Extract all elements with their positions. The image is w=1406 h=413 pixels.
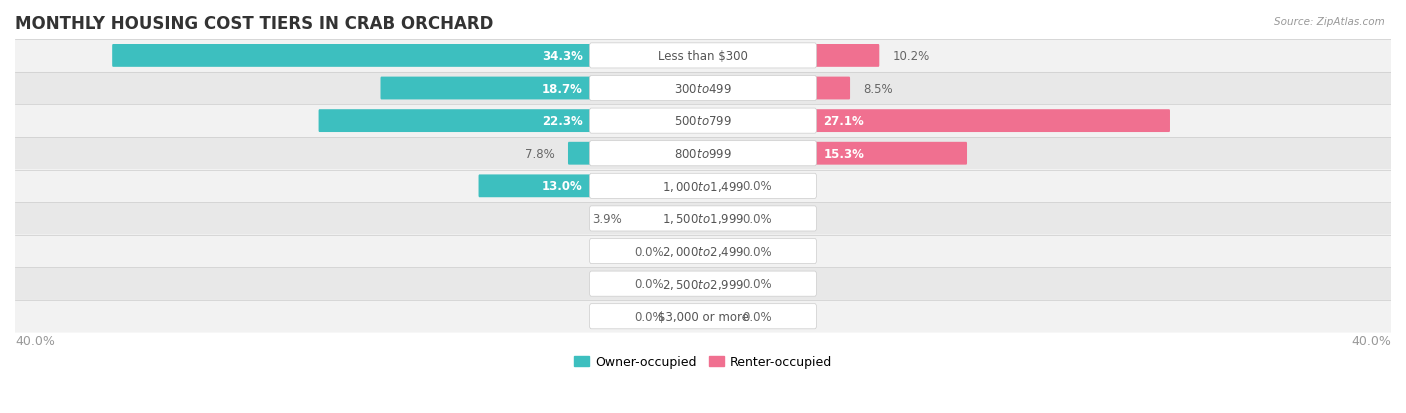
Text: 7.8%: 7.8% [526,147,555,160]
FancyBboxPatch shape [15,268,1391,300]
FancyBboxPatch shape [568,142,704,165]
FancyBboxPatch shape [676,240,704,263]
Text: 18.7%: 18.7% [541,82,582,95]
FancyBboxPatch shape [15,73,1391,105]
FancyBboxPatch shape [15,105,1391,138]
FancyBboxPatch shape [15,40,1391,73]
FancyBboxPatch shape [702,110,1170,133]
FancyBboxPatch shape [702,240,730,263]
Text: 40.0%: 40.0% [15,335,55,347]
Text: 0.0%: 0.0% [634,245,664,258]
FancyBboxPatch shape [15,170,1391,203]
FancyBboxPatch shape [478,175,704,198]
FancyBboxPatch shape [589,76,817,101]
Text: 40.0%: 40.0% [1351,335,1391,347]
Text: 27.1%: 27.1% [824,115,865,128]
Text: 8.5%: 8.5% [863,82,893,95]
FancyBboxPatch shape [589,239,817,264]
Text: 0.0%: 0.0% [742,180,772,193]
FancyBboxPatch shape [112,45,704,68]
Text: $300 to $499: $300 to $499 [673,82,733,95]
Text: 34.3%: 34.3% [541,50,582,63]
Text: 0.0%: 0.0% [742,310,772,323]
FancyBboxPatch shape [702,305,730,328]
FancyBboxPatch shape [702,142,967,165]
FancyBboxPatch shape [702,207,730,230]
FancyBboxPatch shape [589,174,817,199]
Text: 0.0%: 0.0% [634,310,664,323]
FancyBboxPatch shape [319,110,704,133]
FancyBboxPatch shape [589,109,817,134]
Text: 15.3%: 15.3% [824,147,865,160]
Text: $1,000 to $1,499: $1,000 to $1,499 [662,179,744,193]
FancyBboxPatch shape [636,207,704,230]
FancyBboxPatch shape [15,300,1391,333]
FancyBboxPatch shape [589,206,817,231]
Text: 0.0%: 0.0% [742,245,772,258]
Text: 22.3%: 22.3% [541,115,582,128]
FancyBboxPatch shape [589,271,817,297]
FancyBboxPatch shape [702,273,730,295]
FancyBboxPatch shape [676,273,704,295]
FancyBboxPatch shape [381,77,704,100]
Text: Less than $300: Less than $300 [658,50,748,63]
Text: Source: ZipAtlas.com: Source: ZipAtlas.com [1274,17,1385,26]
Text: 0.0%: 0.0% [742,212,772,225]
FancyBboxPatch shape [702,45,879,68]
Text: $2,500 to $2,999: $2,500 to $2,999 [662,277,744,291]
Text: MONTHLY HOUSING COST TIERS IN CRAB ORCHARD: MONTHLY HOUSING COST TIERS IN CRAB ORCHA… [15,15,494,33]
Text: $500 to $799: $500 to $799 [673,115,733,128]
FancyBboxPatch shape [589,304,817,329]
Text: 10.2%: 10.2% [893,50,929,63]
FancyBboxPatch shape [702,175,730,198]
Text: $2,000 to $2,499: $2,000 to $2,499 [662,244,744,259]
Text: 0.0%: 0.0% [742,278,772,290]
Text: $1,500 to $1,999: $1,500 to $1,999 [662,212,744,226]
Text: 3.9%: 3.9% [592,212,623,225]
Text: $800 to $999: $800 to $999 [673,147,733,160]
Text: 13.0%: 13.0% [541,180,582,193]
Text: $3,000 or more: $3,000 or more [658,310,748,323]
Legend: Owner-occupied, Renter-occupied: Owner-occupied, Renter-occupied [568,350,838,373]
FancyBboxPatch shape [15,138,1391,170]
FancyBboxPatch shape [15,235,1391,268]
FancyBboxPatch shape [589,141,817,166]
Text: 0.0%: 0.0% [634,278,664,290]
FancyBboxPatch shape [589,44,817,69]
FancyBboxPatch shape [702,77,851,100]
FancyBboxPatch shape [676,305,704,328]
FancyBboxPatch shape [15,203,1391,235]
